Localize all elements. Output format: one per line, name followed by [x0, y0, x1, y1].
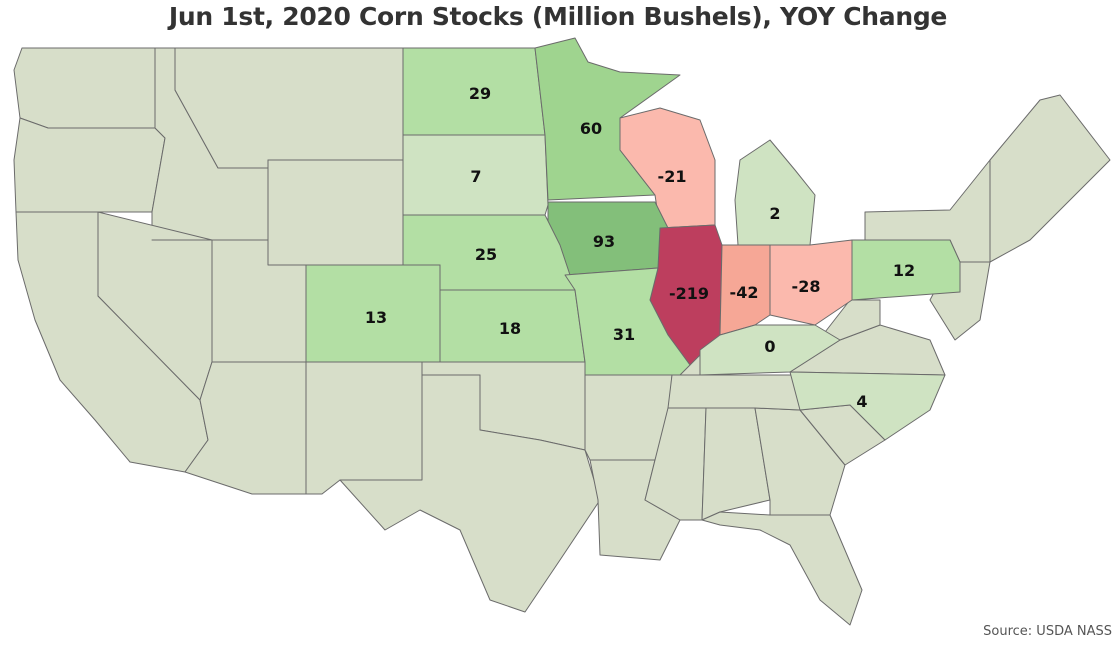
map-title: Jun 1st, 2020 Corn Stocks (Million Bushe… [168, 2, 948, 31]
value-label-ohio: -28 [792, 277, 821, 296]
value-label-south-dakota: 7 [470, 167, 481, 186]
value-label-indiana: -42 [730, 283, 759, 302]
value-label-north-dakota: 29 [469, 84, 491, 103]
state-pennsylvania[interactable] [851, 239, 961, 301]
value-label-kentucky: 0 [764, 337, 775, 356]
state-florida[interactable] [701, 511, 863, 626]
value-label-iowa: 93 [593, 232, 615, 251]
source-note: Source: USDA NASS [983, 624, 1112, 639]
state-washington[interactable] [13, 47, 156, 129]
value-label-missouri: 31 [613, 325, 635, 344]
state-new-mexico[interactable] [305, 361, 423, 495]
value-label-illinois: -219 [669, 284, 709, 303]
state-south-dakota[interactable] [402, 134, 549, 216]
state-montana[interactable] [174, 47, 404, 169]
state-indiana[interactable] [719, 244, 771, 336]
value-label-minnesota: 60 [580, 119, 602, 138]
state-north-carolina[interactable] [789, 371, 946, 441]
state-missouri[interactable] [564, 267, 691, 376]
state-new-england[interactable] [989, 94, 1111, 263]
value-label-colorado: 13 [365, 308, 387, 327]
state-michigan[interactable] [734, 139, 816, 246]
state-texas[interactable] [339, 374, 601, 613]
state-kentucky[interactable] [699, 324, 841, 376]
value-label-wisconsin: -21 [658, 167, 687, 186]
state-wyoming[interactable] [267, 159, 404, 266]
state-oregon[interactable] [13, 117, 166, 213]
value-label-kansas: 18 [499, 319, 521, 338]
value-label-north-carolina: 4 [856, 392, 867, 411]
value-label-pennsylvania: 12 [893, 261, 915, 280]
value-label-nebraska: 25 [475, 245, 497, 264]
value-label-michigan: 2 [769, 204, 780, 223]
